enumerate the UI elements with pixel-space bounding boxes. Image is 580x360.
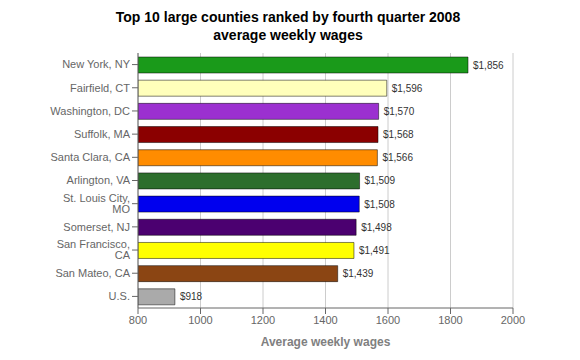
- svg-text:$1,491: $1,491: [359, 245, 390, 256]
- svg-text:$1,570: $1,570: [384, 106, 415, 117]
- svg-text:2000: 2000: [501, 314, 525, 326]
- svg-text:Washington, DC: Washington, DC: [50, 105, 130, 117]
- svg-text:$1,509: $1,509: [365, 175, 396, 186]
- svg-text:San Mateo, CA: San Mateo, CA: [55, 267, 130, 279]
- svg-text:1600: 1600: [376, 314, 400, 326]
- svg-text:Fairfield, CT: Fairfield, CT: [70, 82, 130, 94]
- svg-text:$1,568: $1,568: [383, 129, 414, 140]
- svg-text:Somerset, NJ: Somerset, NJ: [63, 221, 130, 233]
- html-text:Top 10 large counties ranked b: Top 10 large counties ranked by fourth q…: [115, 9, 461, 43]
- svg-text:1400: 1400: [313, 314, 337, 326]
- svg-text:$1,498: $1,498: [361, 222, 392, 233]
- svg-text:Santa Clara, CA: Santa Clara, CA: [51, 151, 131, 163]
- svg-text:800: 800: [129, 314, 147, 326]
- svg-text:San Francisco,CA: San Francisco,CA: [57, 238, 131, 261]
- svg-text:$1,596: $1,596: [392, 83, 423, 94]
- svg-text:$1,508: $1,508: [364, 199, 395, 210]
- svg-text:$1,566: $1,566: [382, 152, 413, 163]
- svg-text:1000: 1000: [188, 314, 212, 326]
- svg-text:St. Louis City,MO: St. Louis City,MO: [63, 192, 130, 215]
- svg-text:New York, NY: New York, NY: [62, 58, 131, 70]
- svg-text:Suffolk, MA: Suffolk, MA: [74, 128, 131, 140]
- svg-text:1800: 1800: [438, 314, 462, 326]
- svg-text:Arlington, VA: Arlington, VA: [67, 174, 131, 186]
- svg-text:$1,439: $1,439: [343, 268, 374, 279]
- svg-text:U.S.: U.S.: [109, 290, 130, 302]
- svg-text:Average weekly wages: Average weekly wages: [261, 335, 391, 349]
- svg-text:$918: $918: [180, 291, 203, 302]
- svg-text:1200: 1200: [251, 314, 275, 326]
- svg-text:$1,856: $1,856: [473, 60, 504, 71]
